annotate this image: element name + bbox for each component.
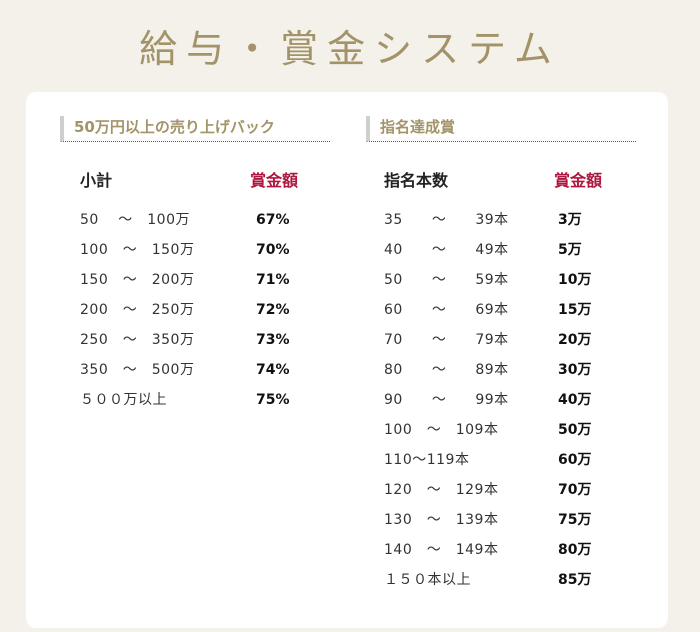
nomination-award-value: 10万 [558,272,592,288]
sales-back-range: 150 ～ 200万 [80,272,195,288]
nomination-award-range: 70 ～ 79本 [384,332,509,348]
sales-back-value: 75% [256,392,290,408]
nomination-award-range: 40 ～ 49本 [384,242,509,258]
sales-back-range: 200 ～ 250万 [80,302,195,318]
nomination-award-value: 30万 [558,362,592,378]
nomination-award-row: 110～119本 60万 [26,450,666,470]
sales-back-range: 350 ～ 500万 [80,362,195,378]
nomination-award-row: 70 ～ 79本 20万 [26,330,666,350]
nomination-award-value: 50万 [558,422,592,438]
rate-column-header: 賞金額 [250,171,299,190]
nomination-award-row: 35 ～ 39本 3万 [26,210,666,230]
sales-back-value: 74% [256,362,290,378]
nomination-award-heading: 指名達成賞 [366,116,636,142]
nomination-award-row: 100 ～ 109本 50万 [26,420,666,440]
sales-back-row: 50 ～ 100万 67% [26,210,666,230]
page-title: 給与・賞金システム [139,27,561,71]
nomination-award-range: 35 ～ 39本 [384,212,509,228]
nomination-award-row: 50 ～ 59本 10万 [26,270,666,290]
nomination-award-row: 130 ～ 139本 75万 [26,510,666,530]
nomination-award-row: 90 ～ 99本 40万 [26,390,666,410]
nomination-award-value: 20万 [558,332,592,348]
nomination-award-value: 3万 [558,212,582,228]
nomination-award-range: 60 ～ 69本 [384,302,509,318]
nomination-award-row: 120 ～ 129本 70万 [26,480,666,500]
nomination-award-range: 120 ～ 129本 [384,482,499,498]
nomination-award-value: 15万 [558,302,592,318]
prize-column-header: 賞金額 [554,171,603,190]
sales-back-heading: 50万円以上の売り上げバック [60,116,330,142]
sales-back-row: ５００万以上 75% [26,390,666,410]
nomination-award-value: 40万 [558,392,592,408]
sales-back-range: 250 ～ 350万 [80,332,195,348]
sales-back-row: 200 ～ 250万 72% [26,300,666,320]
sales-back-row: 350 ～ 500万 74% [26,360,666,380]
sales-back-range: 50 ～ 100万 [80,212,190,228]
nomination-award-range: 80 ～ 89本 [384,362,509,378]
nomination-award-row: １５０本以上 85万 [26,570,666,590]
sales-back-value: 71% [256,272,290,288]
nomination-award-row: 140 ～ 149本 80万 [26,540,666,560]
sales-back-value: 67% [256,212,290,228]
sales-back-row: 100 ～ 150万 70% [26,240,666,260]
nomination-award-range: 50 ～ 59本 [384,272,509,288]
nomination-award-value: 60万 [558,452,592,468]
sales-back-range: 100 ～ 150万 [80,242,195,258]
sales-back-row: 250 ～ 350万 73% [26,330,666,350]
nomination-award-range: １５０本以上 [384,572,471,588]
nomination-count-column-header: 指名本数 [384,171,449,190]
nomination-award-row: 80 ～ 89本 30万 [26,360,666,380]
nomination-award-value: 80万 [558,542,592,558]
nomination-award-range: 100 ～ 109本 [384,422,499,438]
nomination-award-range: 110～119本 [384,452,470,468]
sales-back-row: 150 ～ 200万 71% [26,270,666,290]
nomination-award-value: 75万 [558,512,592,528]
nomination-award-range: 140 ～ 149本 [384,542,499,558]
sales-back-value: 73% [256,332,290,348]
nomination-award-row: 40 ～ 49本 5万 [26,240,666,260]
subtotal-column-header: 小計 [80,171,113,190]
nomination-award-value: 5万 [558,242,582,258]
pay-system-card: 50万円以上の売り上げバック 小計 賞金額 50 ～ 100万 67% 100 ～ … [26,92,668,628]
nomination-award-row: 60 ～ 69本 15万 [26,300,666,320]
nomination-award-value: 70万 [558,482,592,498]
sales-back-range: ５００万以上 [80,392,167,408]
nomination-award-value: 85万 [558,572,592,588]
nomination-award-range: 130 ～ 139本 [384,512,499,528]
nomination-award-range: 90 ～ 99本 [384,392,509,408]
sales-back-value: 70% [256,242,290,258]
sales-back-value: 72% [256,302,290,318]
